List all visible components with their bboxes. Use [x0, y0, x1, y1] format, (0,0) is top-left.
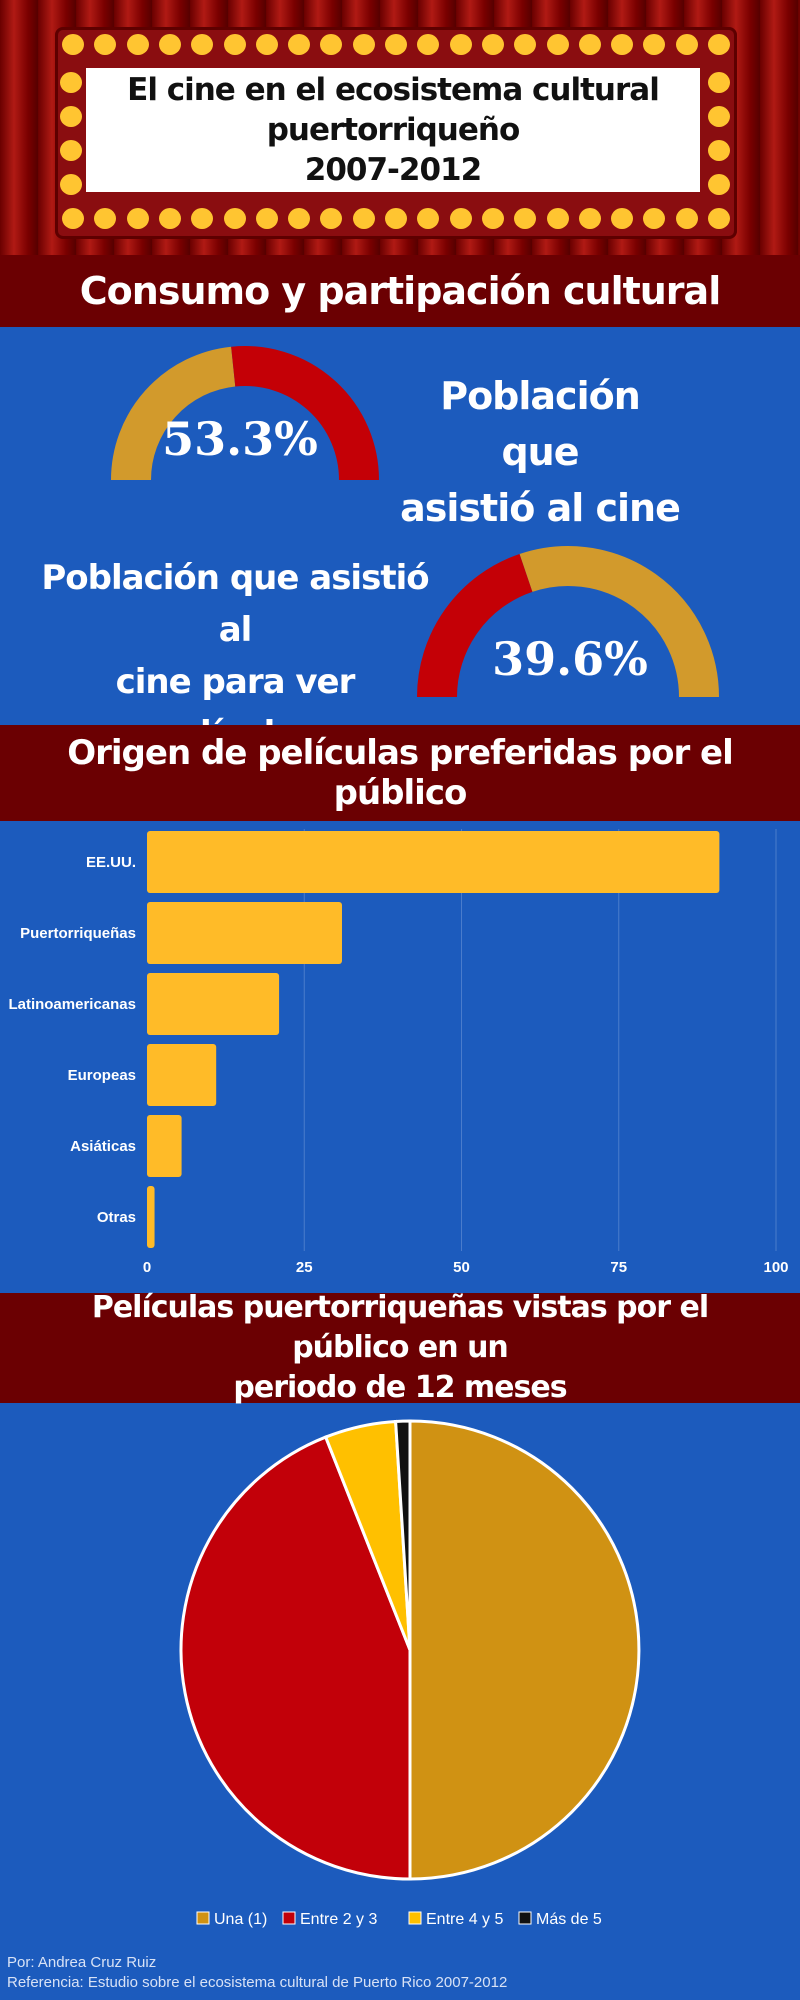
section-title-consumo: Consumo y partipación cultural — [0, 255, 800, 327]
marquee-bulb — [158, 34, 181, 55]
bar-category-label: Puertorriqueñas — [20, 925, 136, 942]
marquee-bulb — [126, 34, 149, 55]
marquee-lights — [0, 0, 800, 255]
marquee-bulb — [449, 34, 472, 55]
gauge-cine-value: 53.3% — [162, 412, 318, 466]
marquee-bulb — [578, 208, 601, 229]
marquee-bulb — [60, 174, 82, 195]
title-card: El cine en el ecosistema cultural puerto… — [86, 68, 700, 192]
marquee-bulb — [546, 208, 569, 229]
page-title: El cine en el ecosistema cultural puerto… — [127, 72, 660, 188]
marquee-bulb — [578, 34, 601, 55]
pie-legend-label: Entre 4 y 5 — [426, 1911, 503, 1928]
bar-x-tick-label: 25 — [296, 1259, 313, 1276]
marquee-bulb — [546, 34, 569, 55]
gauge-cine-pr — [417, 546, 719, 698]
marquee-bulb — [708, 34, 730, 55]
marquee-bulb — [60, 106, 82, 127]
marquee-bulb — [191, 208, 214, 229]
footer-reference: Referencia: Estudio sobre el ecosistema … — [7, 1974, 508, 1991]
marquee-bulb — [320, 34, 343, 55]
footer: Por: Andrea Cruz Ruiz Referencia: Estudi… — [7, 1953, 507, 1993]
bar-chart: 0 25 50 75 100 EE.UU. Puertorriqueñas Latinoame… — [8, 829, 789, 1276]
gauge-cine-value-arc — [231, 346, 379, 481]
gauge-cine-label: Población que asistió al cine — [400, 374, 681, 530]
marquee-bulb — [94, 208, 117, 229]
marquee-bulb — [514, 208, 537, 229]
marquee-bulb — [60, 72, 82, 93]
bar-category-label: Otras — [97, 1209, 136, 1226]
pie-legend-label: Entre 2 y 3 — [300, 1911, 377, 1928]
gauge-cine — [111, 346, 379, 481]
bar-2 — [147, 973, 280, 1035]
pie-legend-label: Una (1) — [214, 1911, 267, 1928]
gauges-area — [111, 346, 719, 698]
bar-x-tick-label: 50 — [453, 1259, 470, 1276]
bar-category-label: Latinoamericanas — [8, 996, 136, 1013]
pie-legend-swatch — [196, 1911, 210, 1925]
bar-category-label: Europeas — [68, 1067, 136, 1084]
marquee-bulb — [288, 208, 311, 229]
marquee-bulb — [514, 34, 537, 55]
marquee-bulb — [62, 34, 84, 55]
bar-category-label: Asiáticas — [70, 1138, 136, 1155]
section-title-origen: Origen de películas preferidas por el pú… — [0, 725, 800, 821]
bar-1 — [147, 902, 342, 964]
marquee-bulb — [481, 34, 504, 55]
marquee-bulb — [708, 72, 730, 93]
pie-legend-swatch — [518, 1911, 532, 1925]
gauge-cine-pr-remaining-arc — [519, 546, 719, 698]
pie-slice-0 — [408, 1419, 641, 1881]
bar-x-tick-label: 0 — [143, 1259, 151, 1276]
pie-legend-swatch — [282, 1911, 296, 1925]
section-title-peliculas: Películas puertorriqueñas vistas por el … — [0, 1290, 800, 1405]
marquee-bulb — [223, 34, 246, 55]
marquee-bulb — [352, 34, 375, 55]
pie-legend-swatch — [408, 1911, 422, 1925]
marquee-bulb — [611, 208, 634, 229]
marquee-bulb — [288, 34, 311, 55]
bar-5 — [147, 1186, 155, 1248]
gauge-cine-pr-value-arc — [417, 553, 533, 698]
marquee-bulb — [708, 106, 730, 127]
marquee-bulb — [417, 208, 440, 229]
marquee-bulb — [255, 208, 278, 229]
marquee-bulb — [255, 34, 278, 55]
bar-x-tick-label: 75 — [610, 1259, 627, 1276]
marquee-bulb — [481, 208, 504, 229]
marquee-bulb — [643, 34, 666, 55]
marquee-bulb — [352, 208, 375, 229]
bar-3 — [147, 1044, 217, 1106]
marquee-bulb — [62, 208, 84, 229]
marquee-bulb — [708, 174, 730, 195]
marquee-bulb — [708, 140, 730, 161]
marquee-bulb — [158, 208, 181, 229]
marquee-bulb — [126, 208, 149, 229]
marquee-bulb — [417, 34, 440, 55]
marquee-bulb — [385, 34, 407, 55]
marquee-bulb — [60, 140, 82, 161]
gauge-cine-remaining-arc — [111, 346, 236, 481]
marquee-bulb — [94, 34, 117, 55]
marquee-bulb — [708, 208, 730, 229]
pie-slice-1 — [179, 1435, 412, 1881]
pie-chart: Una (1) Entre 2 y 3 Entre 4 y 5 Más de 5 — [179, 1419, 641, 1928]
bar-0 — [147, 831, 720, 893]
pie-legend-label: Más de 5 — [536, 1911, 602, 1928]
marquee-bulb — [611, 34, 634, 55]
marquee-bulb — [320, 208, 343, 229]
bar-category-label: EE.UU. — [86, 854, 136, 871]
marquee-bulb — [675, 34, 698, 55]
pie-slice-3 — [394, 1419, 412, 1651]
gauge-cine-pr-value: 39.6% — [492, 632, 648, 686]
bar-x-tick-label: 100 — [763, 1259, 788, 1276]
bar-4 — [147, 1115, 182, 1177]
footer-author: Por: Andrea Cruz Ruiz — [7, 1954, 157, 1971]
marquee-bulb — [385, 208, 407, 229]
marquee-bulb — [643, 208, 666, 229]
marquee-bulb — [223, 208, 246, 229]
marquee-bulb — [675, 208, 698, 229]
marquee-bulb — [449, 208, 472, 229]
marquee-bulb — [191, 34, 214, 55]
